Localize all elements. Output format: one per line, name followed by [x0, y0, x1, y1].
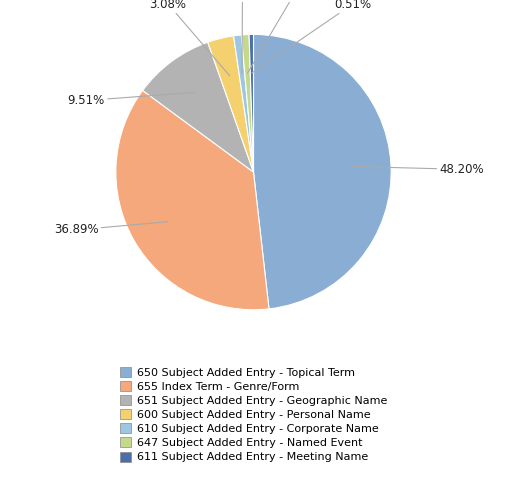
Text: 3.08%: 3.08% [150, 0, 230, 76]
Text: 0.90%: 0.90% [224, 0, 261, 74]
Text: 48.20%: 48.20% [352, 163, 484, 176]
Text: 36.89%: 36.89% [54, 222, 168, 237]
Text: 0.51%: 0.51% [252, 0, 371, 73]
Wedge shape [234, 35, 254, 172]
Wedge shape [241, 34, 254, 172]
Text: 0.90%: 0.90% [247, 0, 313, 73]
Wedge shape [142, 42, 254, 172]
Wedge shape [116, 90, 269, 310]
Text: 9.51%: 9.51% [67, 92, 195, 107]
Wedge shape [208, 36, 254, 172]
Legend: 650 Subject Added Entry - Topical Term, 655 Index Term - Genre/Form, 651 Subject: 650 Subject Added Entry - Topical Term, … [120, 367, 387, 462]
Wedge shape [249, 34, 254, 172]
Wedge shape [254, 34, 391, 309]
